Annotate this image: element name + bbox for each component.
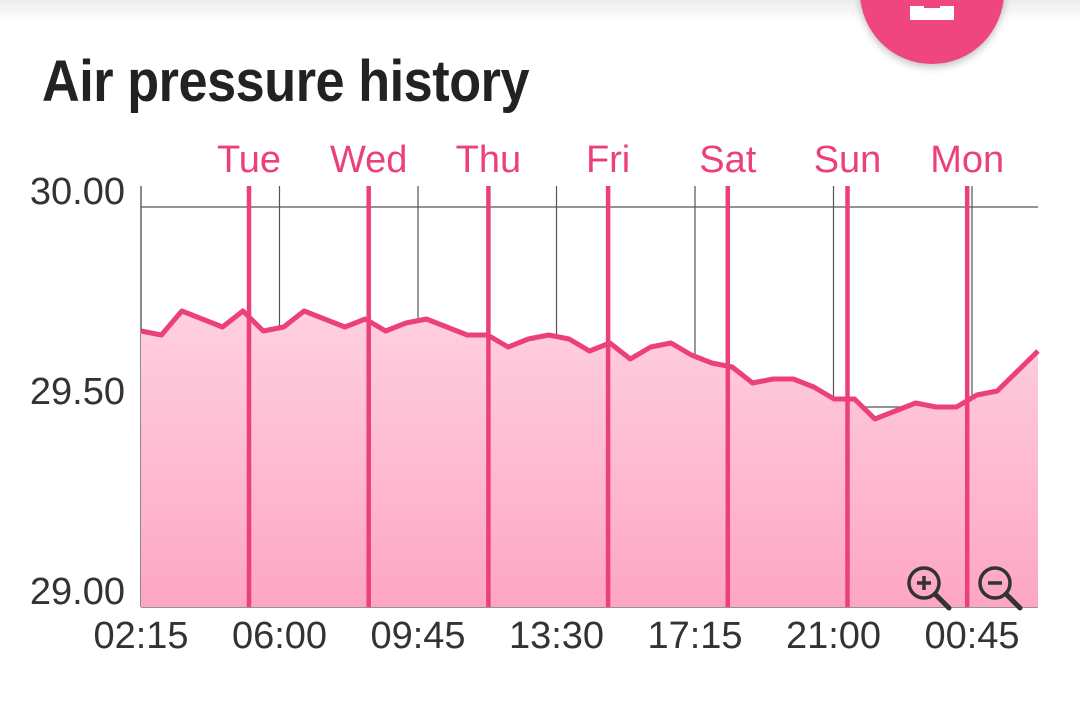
y-tick-label: 30.00 (30, 171, 125, 213)
x-tick-label: 09:45 (370, 615, 465, 657)
x-tick-label: 17:15 (647, 615, 742, 657)
x-tick-label: 02:15 (93, 615, 188, 657)
day-marker-label: Sat (699, 139, 756, 181)
fab-icon (910, 0, 954, 20)
x-tick-label: 21:00 (786, 615, 881, 657)
day-marker-label: Thu (456, 139, 521, 181)
x-tick-label: 06:00 (232, 615, 327, 657)
pressure-series-line (140, 308, 1040, 422)
zoom-out-icon[interactable] (978, 566, 1023, 611)
day-marker-label: Wed (330, 139, 407, 181)
y-tick-label: 29.50 (30, 371, 125, 413)
day-marker-label: Tue (217, 139, 281, 181)
y-tick-label: 29.00 (30, 571, 125, 613)
toolbar-shadow (0, 0, 1080, 22)
day-marker-label: Sun (814, 139, 882, 181)
day-marker-label: Fri (586, 139, 630, 181)
x-tick-label: 13:30 (509, 615, 604, 657)
x-tick-label: 00:45 (924, 615, 1019, 657)
page-title: Air pressure history (42, 49, 530, 114)
pressure-area (141, 311, 1038, 607)
zoom-in-icon[interactable] (907, 566, 952, 611)
day-marker-label: Mon (930, 139, 1004, 181)
